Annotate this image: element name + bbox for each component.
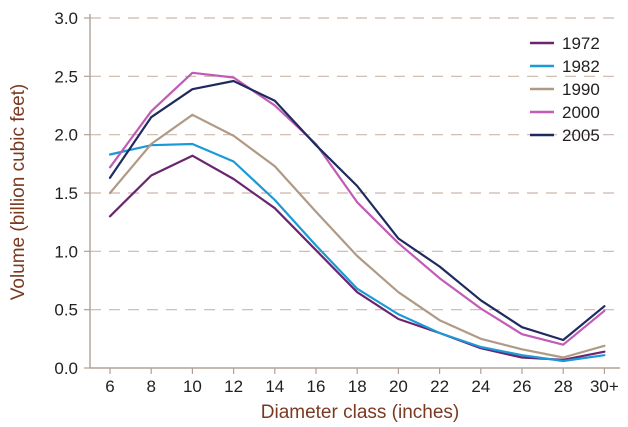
y-tick-label: 1.0: [54, 242, 78, 261]
y-tick-label: 3.0: [54, 9, 78, 28]
x-tick-label: 12: [224, 377, 243, 396]
axes: [89, 14, 620, 369]
y-tick-label: 2.5: [54, 67, 78, 86]
x-tick-label: 6: [105, 377, 114, 396]
x-axis-label: Diameter class (inches): [261, 402, 460, 423]
y-axis-label: Volume (billion cubic feet): [8, 84, 29, 301]
x-tick-label: 18: [348, 377, 367, 396]
x-tick-label: 20: [389, 377, 408, 396]
y-tick-label: 0.0: [54, 359, 78, 378]
x-tick-label: 30+: [590, 377, 619, 396]
series-line-1982: [108, 142, 606, 363]
series-line-1972: [108, 154, 606, 361]
y-tick-label: 2.0: [54, 126, 78, 145]
legend-label-1990: 1990: [562, 80, 600, 99]
x-tick-label: 24: [471, 377, 490, 396]
series-line-1990: [108, 113, 606, 359]
x-tick-labels: 6 8 10 12 14 16 18 20 22 24 26 28 30+: [105, 368, 619, 396]
legend: 1972 1982 1990 2000 2005: [530, 34, 600, 145]
series-line-2000: [108, 71, 606, 346]
x-tick-label: 22: [430, 377, 449, 396]
x-tick-label: 28: [554, 377, 573, 396]
gridlines: [90, 17, 620, 311]
legend-label-2000: 2000: [562, 103, 600, 122]
x-tick-label: 10: [183, 377, 202, 396]
series-lines: [108, 71, 606, 363]
x-tick-label: 8: [146, 377, 155, 396]
legend-label-2005: 2005: [562, 126, 600, 145]
x-tick-label: 26: [513, 377, 532, 396]
x-tick-label: 16: [307, 377, 326, 396]
x-tick-label: 14: [265, 377, 284, 396]
series-line-2005: [108, 79, 606, 342]
y-tick-labels: 0.0 0.5 1.0 1.5 2.0 2.5 3.0: [54, 9, 90, 378]
y-tick-label: 0.5: [54, 301, 78, 320]
y-tick-label: 1.5: [54, 184, 78, 203]
legend-label-1972: 1972: [562, 34, 600, 53]
legend-label-1982: 1982: [562, 57, 600, 76]
